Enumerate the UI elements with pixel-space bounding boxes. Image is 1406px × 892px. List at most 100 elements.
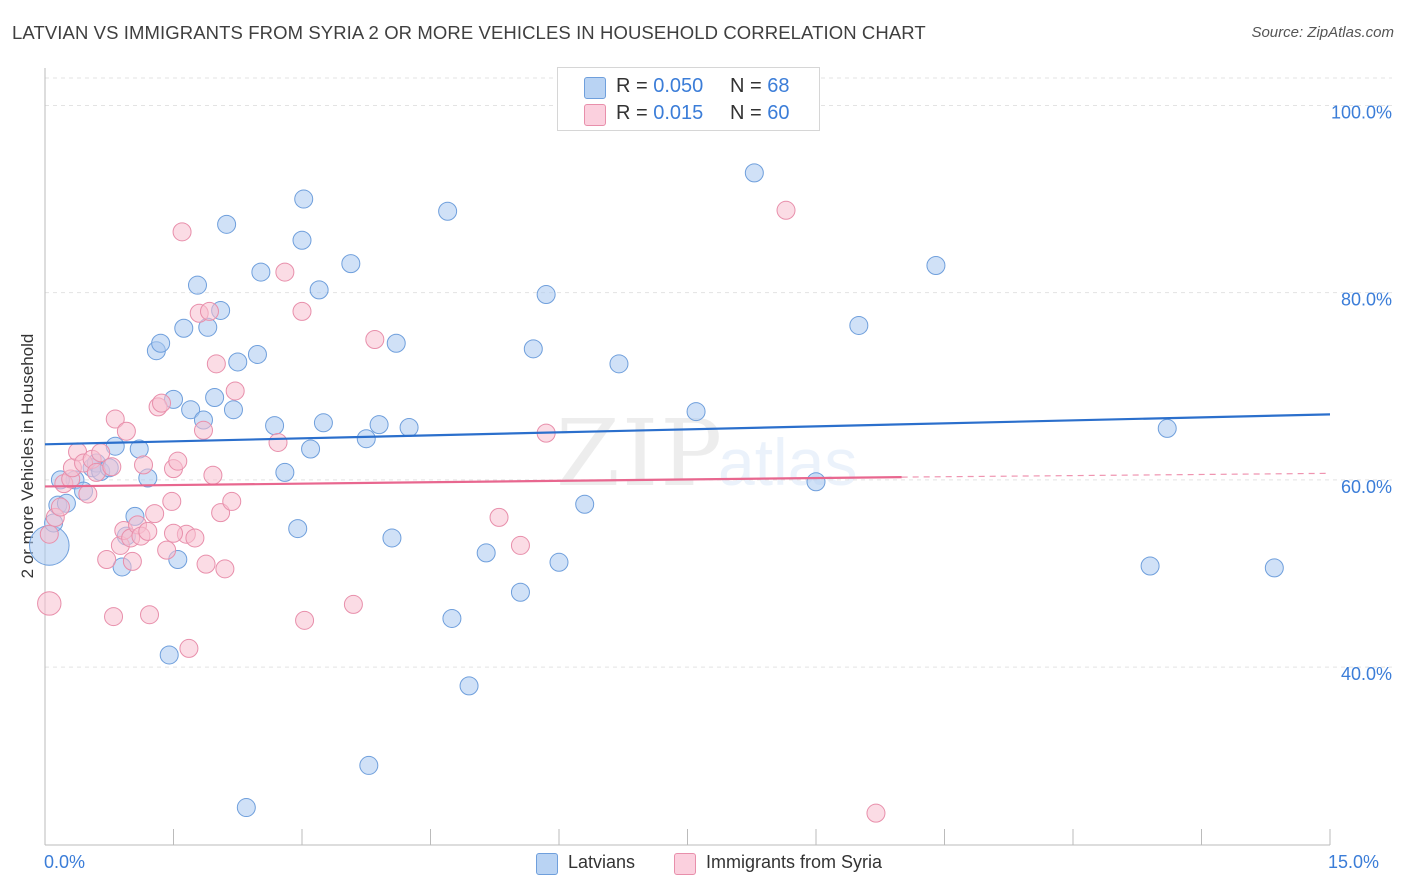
grid-lines (45, 77, 1392, 668)
point-latvians (399, 417, 419, 437)
point-syria (295, 610, 315, 630)
point-syria (97, 549, 117, 569)
x-tick-max: 15.0% (1328, 852, 1380, 872)
trendline-syria (44, 475, 902, 488)
point-syria (39, 524, 59, 544)
point-latvians (442, 608, 462, 628)
point-syria (489, 507, 509, 527)
point-syria (343, 594, 363, 614)
data-points (28, 163, 1284, 823)
point-latvians (382, 528, 402, 548)
point-syria (179, 638, 199, 658)
point-latvians (223, 400, 243, 420)
point-latvians (292, 230, 312, 250)
point-syria (168, 451, 188, 471)
y-tick-label: 100.0% (1331, 102, 1392, 122)
point-latvians (609, 354, 629, 374)
legend-n-latvians: N = 68 (730, 75, 790, 97)
point-latvians (275, 462, 295, 482)
point-syria (162, 491, 182, 511)
point-latvians (247, 344, 267, 364)
point-syria (185, 528, 205, 548)
y-tick-label: 80.0% (1341, 290, 1392, 310)
point-syria (206, 354, 226, 374)
point-latvians (288, 519, 308, 539)
point-latvians (174, 318, 194, 338)
point-latvians (228, 352, 248, 372)
point-syria (157, 540, 177, 560)
axes (44, 68, 1331, 846)
y-tick-label: 40.0% (1341, 664, 1392, 684)
point-syria (292, 301, 312, 321)
point-latvians (341, 254, 361, 274)
point-syria (365, 329, 385, 349)
y-tick-label: 60.0% (1341, 477, 1392, 497)
trendline-latvians (44, 413, 1331, 446)
trend-lines (44, 413, 1331, 488)
point-syria (268, 432, 288, 452)
point-syria (203, 465, 223, 485)
point-syria (145, 504, 165, 524)
point-syria (215, 559, 235, 579)
point-latvians (205, 388, 225, 408)
point-syria (193, 420, 213, 440)
point-latvians (236, 798, 256, 818)
point-latvians (251, 262, 271, 282)
point-latvians (265, 416, 285, 436)
point-syria (37, 591, 62, 616)
point-syria (152, 393, 172, 413)
point-syria (866, 803, 886, 823)
point-latvians (476, 543, 496, 563)
legend-label-syria: Immigrants from Syria (706, 852, 883, 872)
point-latvians (536, 285, 556, 305)
point-syria (104, 607, 124, 627)
chart-title: LATVIAN VS IMMIGRANTS FROM SYRIA 2 OR MO… (12, 22, 926, 43)
point-syria (122, 551, 142, 571)
point-syria (164, 523, 183, 543)
legend-r-latvians: R = 0.050 (616, 75, 704, 97)
point-syria (776, 200, 796, 220)
x-tick-min: 0.0% (44, 852, 86, 872)
point-latvians (151, 333, 171, 353)
point-latvians (369, 415, 389, 435)
point-latvians (356, 429, 376, 449)
y-tick-labels: 40.0% 60.0% 80.0% 100.0% (1331, 102, 1392, 684)
watermark-atlas: atlas (718, 425, 858, 499)
point-latvians (686, 402, 706, 422)
point-latvians (523, 339, 543, 359)
point-latvians (438, 201, 458, 221)
point-latvians (313, 413, 333, 433)
point-latvians (549, 552, 569, 572)
legend-r-syria: R = 0.015 (616, 102, 704, 124)
point-latvians (181, 400, 201, 420)
point-latvians (359, 755, 379, 775)
point-syria (225, 381, 245, 401)
point-syria (199, 301, 219, 321)
trendline-dashed-syria (901, 472, 1331, 478)
legend-n-syria: N = 60 (730, 102, 790, 124)
point-syria (102, 457, 122, 477)
point-latvians (849, 315, 869, 335)
legend-correlation: R = 0.050 N = 68 R = 0.015 N = 60 (557, 67, 820, 131)
point-syria (140, 605, 160, 625)
point-syria (50, 497, 70, 517)
point-syria (134, 455, 154, 475)
point-latvians (1157, 418, 1177, 438)
legend-swatch-syria (584, 104, 606, 126)
point-syria (78, 484, 98, 504)
point-latvians (1140, 556, 1160, 576)
point-latvians (217, 214, 237, 234)
source-label: Source: ZipAtlas.com (1251, 24, 1394, 41)
point-latvians (510, 582, 530, 602)
point-latvians (1264, 558, 1284, 578)
point-syria (510, 535, 530, 555)
legend-swatch-latvians (584, 77, 606, 99)
point-latvians (386, 333, 406, 353)
point-latvians (301, 439, 321, 459)
point-latvians (159, 645, 179, 665)
legend-label-latvians: Latvians (568, 852, 636, 872)
point-syria (222, 491, 242, 511)
legend-swatch-latvians-bottom (536, 853, 558, 875)
point-syria (116, 421, 136, 441)
